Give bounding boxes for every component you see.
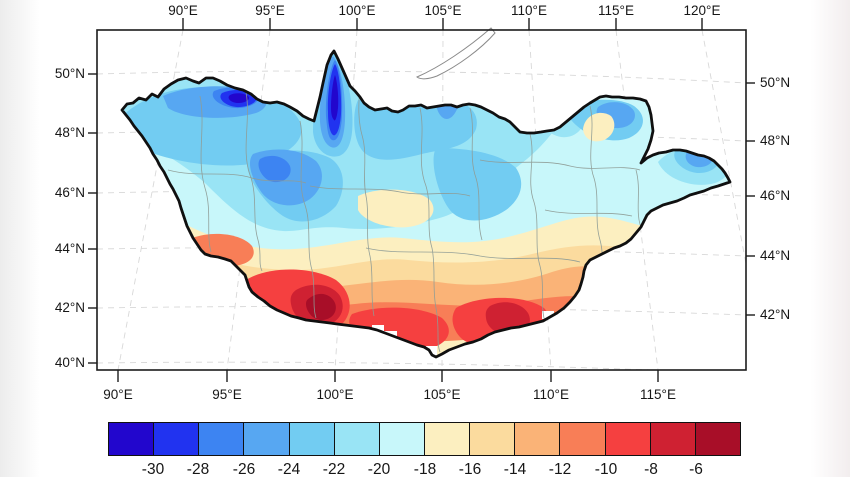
colorbar-cell <box>153 423 199 455</box>
top-axis-label: 120°E <box>683 3 721 18</box>
bottom-axis-label: 105°E <box>423 387 461 402</box>
colorbar-tick-label: -30 <box>141 461 165 477</box>
colorbar-cell <box>604 423 650 455</box>
colorbar-cell <box>288 423 334 455</box>
top-axis-label: 110°E <box>511 3 547 18</box>
top-axis-label: 90°E <box>168 3 198 18</box>
colorbar-tick-label: -20 <box>367 461 391 477</box>
axis-ticks <box>88 18 755 382</box>
colorbar-cell <box>378 423 424 455</box>
bottom-axis-label: 100°E <box>316 387 354 402</box>
colorbar-cell <box>694 423 740 455</box>
top-axis-label: 115°E <box>598 3 634 18</box>
colorbar-cell <box>649 423 695 455</box>
mongolia-border <box>120 49 732 359</box>
colorbar-cell <box>423 423 470 455</box>
colorbar-tick-label: -24 <box>277 461 301 477</box>
right-axis-label: 46°N <box>760 188 791 203</box>
top-axis-label: 95°E <box>255 3 285 18</box>
colorbar-tick-label: -28 <box>186 461 210 477</box>
colorbar-tick-label: -18 <box>413 461 437 477</box>
left-axis-label: 48°N <box>54 125 85 140</box>
bottom-axis-label: 90°E <box>103 387 133 402</box>
left-axis-label: 46°N <box>54 185 85 200</box>
colorbar-tick-label: -8 <box>644 461 658 477</box>
right-axis-label: 44°N <box>760 248 791 263</box>
top-axis-label: 105°E <box>424 3 462 18</box>
province-boundaries <box>167 55 643 353</box>
lake-baikal-outline <box>416 27 496 80</box>
bottom-axis-label: 115°E <box>640 387 676 402</box>
colorbar-cell <box>469 423 515 455</box>
colorbar-cell <box>333 423 379 455</box>
colorbar-cell <box>559 423 605 455</box>
left-axis-label: 42°N <box>54 300 85 315</box>
colorbar-tick-label: -16 <box>458 461 482 477</box>
colorbar-tick-label: -6 <box>689 461 703 477</box>
colorbar-tick-label: -14 <box>503 461 527 477</box>
map-frame <box>96 29 747 371</box>
bottom-axis-label: 110°E <box>533 387 569 402</box>
top-axis-label: 100°E <box>338 3 376 18</box>
colorbar-tick-label: -10 <box>594 461 618 477</box>
left-axis-label: 40°N <box>54 355 85 370</box>
right-axis-label: 50°N <box>760 75 791 90</box>
left-axis-label: 44°N <box>54 241 85 256</box>
colorbar-tick-label: -22 <box>322 461 346 477</box>
colorbar-tick-label: -26 <box>232 461 256 477</box>
right-axis-label: 48°N <box>760 133 791 148</box>
bottom-axis-label: 95°E <box>212 387 242 402</box>
colorbar-cell <box>514 423 560 455</box>
colorbar-tick-label: -12 <box>548 461 572 477</box>
colorbar-cell <box>243 423 289 455</box>
colorbar <box>108 422 741 456</box>
colorbar-cell <box>109 423 154 455</box>
right-axis-label: 42°N <box>760 307 791 322</box>
colorbar-cell <box>198 423 244 455</box>
left-axis-label: 50°N <box>54 66 85 81</box>
